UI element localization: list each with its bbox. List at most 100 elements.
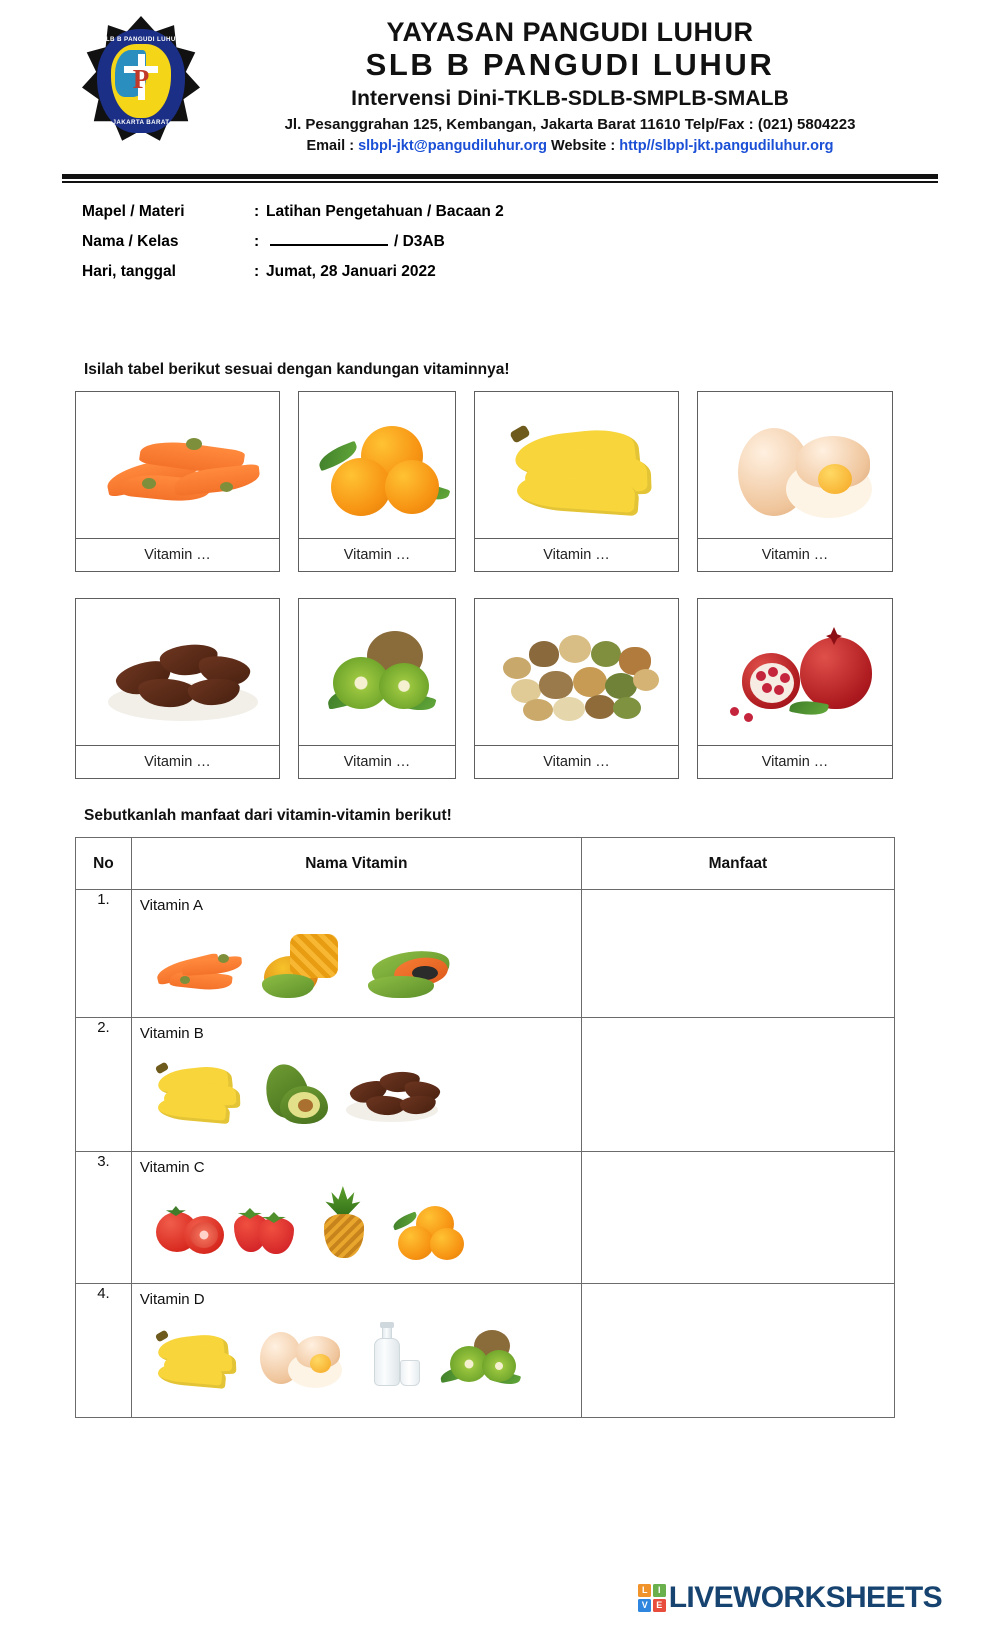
vitamin-card-oranges[interactable]: Vitamin … — [298, 391, 456, 572]
divider-thick-line — [62, 174, 938, 179]
email-label: Email : — [306, 137, 359, 154]
school-contact: Email : slbpl-jkt@pangudiluhur.org Websi… — [200, 136, 940, 157]
vitamin-card-pomegranate[interactable]: Vitamin … — [697, 598, 893, 779]
colon-nama-kelas: : — [254, 233, 260, 250]
vitamin-card-kiwi[interactable]: Vitamin … — [298, 598, 456, 779]
logo-tile-v: V — [638, 1598, 652, 1612]
instruction-heading-2: Sebutkanlah manfaat dari vitamin-vitamin… — [84, 807, 452, 824]
oranges-image — [299, 392, 455, 538]
vitamin-name: Vitamin A — [139, 897, 203, 914]
value-mapel: Latihan Pengetahuan / Bacaan 2 — [266, 203, 504, 220]
logo-tile-e: E — [652, 1598, 666, 1612]
vitamin-card-label: Vitamin … — [475, 745, 678, 778]
liveworksheets-logo-icon: L I V E — [638, 1584, 666, 1612]
value-hari-tanggal: Jumat, 28 Januari 2022 — [266, 263, 436, 280]
vitamin-card-grid-row-2: Vitamin … Vitamin … — [75, 598, 895, 779]
website-url[interactable]: http//slbpl-jkt.pangudiluhur.org — [619, 137, 834, 154]
row-vitamin-cell: Vitamin C — [130, 1151, 582, 1284]
manfaat-answer-cell[interactable] — [580, 1283, 896, 1418]
row-vitamin-cell: Vitamin B — [130, 1017, 582, 1152]
school-levels: Intervensi Dini-TKLB-SDLB-SMPLB-SMALB — [351, 86, 789, 110]
papaya-image — [367, 922, 460, 1000]
row-number: 3. — [75, 1151, 132, 1284]
bananas-image — [475, 392, 678, 538]
vitamin-card-label: Vitamin … — [698, 538, 892, 571]
crest-shield: P — [111, 44, 171, 118]
crest-cross-vertical — [137, 54, 145, 101]
vitamin-name: Vitamin C — [139, 1159, 205, 1176]
vitamin-card-grid-row-1: Vitamin … Vitamin … Vitamin … — [75, 391, 895, 572]
dates-image — [344, 1050, 448, 1128]
form-row-hari-tanggal: Hari, tanggal : Jumat, 28 Januari 2022 — [82, 257, 1000, 287]
letterhead: P SLB B PANGUDI LUHUR JAKARTA BARAT YAYA… — [0, 0, 1000, 178]
colon-mapel: : — [254, 203, 260, 220]
vitamin-c-illustrations — [140, 1180, 581, 1262]
divider-thin-line — [62, 181, 938, 183]
vitamin-card-label: Vitamin … — [76, 745, 279, 778]
vitamin-name: Vitamin B — [139, 1025, 204, 1042]
kiwi-image — [438, 1316, 530, 1394]
letterhead-text-block: YAYASAN PANGUDI LUHUR SLB B PANGUDI LUHU… — [200, 0, 940, 157]
form-row-mapel: Mapel / Materi : Latihan Pengetahuan / B… — [82, 197, 1000, 227]
vitamin-card-label: Vitamin … — [299, 745, 455, 778]
table-header-row: No Nama Vitamin Manfaat — [75, 837, 896, 890]
manfaat-table: No Nama Vitamin Manfaat 1. Vitamin A — [75, 837, 896, 1418]
school-address: Jl. Pesanggrahan 125, Kembangan, Jakarta… — [284, 116, 856, 134]
instruction-heading-1: Isilah tabel berikut sesuai dengan kandu… — [84, 361, 510, 378]
nama-blank-input[interactable] — [270, 229, 388, 246]
email-address[interactable]: slbpl-jkt@pangudiluhur.org — [358, 137, 547, 154]
table-row: 1. Vitamin A — [75, 889, 896, 1018]
table-row: 2. Vitamin B — [75, 1017, 896, 1152]
school-name: SLB B PANGUDI LUHUR — [365, 47, 775, 83]
vitamin-card-label: Vitamin … — [76, 538, 279, 571]
vitamin-a-illustrations — [140, 918, 581, 1000]
vitamin-card-carrots[interactable]: Vitamin … — [75, 391, 280, 572]
vitamin-d-illustrations — [140, 1312, 581, 1394]
crest-text-top: SLB B PANGUDI LUHUR — [101, 36, 181, 43]
liveworksheets-wordmark: LIVEWORKSHEETS — [668, 1581, 943, 1614]
pineapple-image — [312, 1184, 380, 1262]
value-nama-kelas: / D3AB — [266, 227, 445, 257]
row-number: 2. — [75, 1017, 132, 1152]
dates-image — [76, 599, 279, 745]
vitamin-card-eggs[interactable]: Vitamin … — [697, 391, 893, 572]
vitamin-card-label: Vitamin … — [299, 538, 455, 571]
manfaat-answer-cell[interactable] — [580, 889, 896, 1018]
manfaat-answer-cell[interactable] — [580, 1017, 896, 1152]
table-row: 4. Vitamin D — [75, 1283, 896, 1418]
eggs-image — [698, 392, 892, 538]
logo-tile-l: L — [638, 1584, 652, 1598]
website-label: Website : — [547, 137, 620, 154]
nuts-image — [475, 599, 678, 745]
vitamin-card-dates[interactable]: Vitamin … — [75, 598, 280, 779]
bananas-image — [154, 1050, 248, 1128]
bananas-image — [154, 1316, 248, 1394]
mango-image — [261, 922, 354, 1000]
vitamin-card-label: Vitamin … — [698, 745, 892, 778]
row-vitamin-cell: Vitamin D — [130, 1283, 582, 1418]
avocado-image — [259, 1050, 330, 1128]
strawberries-image — [233, 1184, 302, 1262]
row-number: 1. — [75, 889, 132, 1018]
liveworksheets-footer: L I V E LIVEWORKSHEETS — [0, 1581, 1000, 1615]
header-nama-vitamin: Nama Vitamin — [130, 837, 582, 890]
vitamin-name: Vitamin D — [139, 1291, 205, 1308]
vitamin-card-nuts[interactable]: Vitamin … — [474, 598, 679, 779]
header-no: No — [75, 837, 132, 890]
row-number: 4. — [75, 1283, 132, 1418]
kiwi-image — [299, 599, 455, 745]
tomatoes-image — [155, 1184, 224, 1262]
row-vitamin-cell: Vitamin A — [130, 889, 582, 1018]
vitamin-card-label: Vitamin … — [475, 538, 678, 571]
carrots-image — [154, 922, 248, 1000]
vitamin-card-bananas[interactable]: Vitamin … — [474, 391, 679, 572]
foundation-name: YAYASAN PANGUDI LUHUR — [386, 17, 754, 47]
label-mapel: Mapel / Materi — [82, 203, 185, 220]
worksheet-meta-form: Mapel / Materi : Latihan Pengetahuan / B… — [82, 197, 1000, 287]
header-manfaat: Manfaat — [580, 837, 896, 890]
crest-text-bottom: JAKARTA BARAT — [112, 119, 170, 126]
manfaat-answer-cell[interactable] — [580, 1151, 896, 1284]
label-nama-kelas: Nama / Kelas — [82, 233, 179, 250]
milk-image — [360, 1316, 428, 1394]
vitamin-b-illustrations — [140, 1046, 581, 1128]
